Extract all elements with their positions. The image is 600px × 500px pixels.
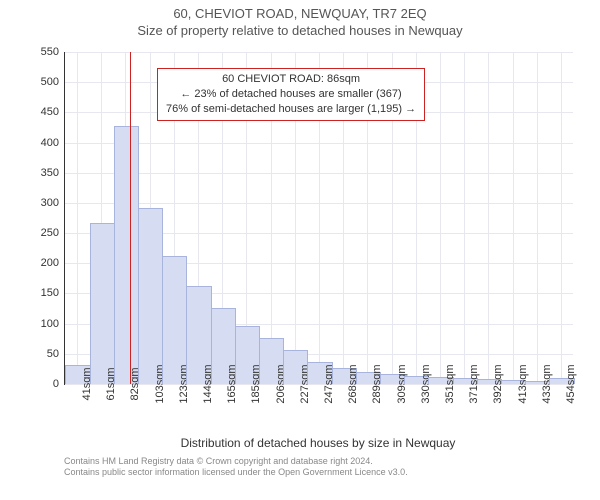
callout-line: ← 23% of detached houses are smaller (36… [166, 87, 416, 102]
histogram-bar [114, 126, 139, 384]
x-tick: 392sqm [488, 364, 504, 403]
gridline-v [513, 52, 514, 384]
x-tick: 330sqm [416, 364, 432, 403]
y-tick: 50 [47, 348, 65, 360]
x-tick: 309sqm [392, 364, 408, 403]
marker-line [130, 52, 131, 384]
y-tick: 400 [41, 137, 65, 149]
y-tick: 500 [41, 76, 65, 88]
header-block: 60, CHEVIOT ROAD, NEWQUAY, TR7 2EQ Size … [0, 0, 600, 40]
histogram-bar [138, 208, 163, 384]
figure-container: 60, CHEVIOT ROAD, NEWQUAY, TR7 2EQ Size … [0, 0, 600, 500]
gridline-v [561, 52, 562, 384]
x-tick: 433sqm [537, 364, 553, 403]
x-tick: 289sqm [367, 364, 383, 403]
gridline-v [488, 52, 489, 384]
credits-line2: Contains public sector information licen… [64, 467, 408, 478]
y-tick: 300 [41, 197, 65, 209]
y-tick: 450 [41, 106, 65, 118]
x-tick: 413sqm [513, 364, 529, 403]
callout-line: 76% of semi-detached houses are larger (… [166, 102, 416, 117]
plot-area: 05010015020025030035040045050055041sqm61… [64, 52, 573, 385]
x-tick: 268sqm [343, 364, 359, 403]
title-address: 60, CHEVIOT ROAD, NEWQUAY, TR7 2EQ [0, 6, 600, 23]
y-tick: 250 [41, 227, 65, 239]
gridline-v [440, 52, 441, 384]
x-tick: 454sqm [561, 364, 577, 403]
y-tick: 550 [41, 46, 65, 58]
y-tick: 350 [41, 167, 65, 179]
histogram-bar [90, 223, 115, 384]
gridline-v [77, 52, 78, 384]
y-tick: 150 [41, 287, 65, 299]
credits-line1: Contains HM Land Registry data © Crown c… [64, 456, 408, 467]
y-tick: 0 [53, 378, 65, 390]
y-tick: 200 [41, 257, 65, 269]
title-subtitle: Size of property relative to detached ho… [0, 23, 600, 40]
callout-box: 60 CHEVIOT ROAD: 86sqm← 23% of detached … [157, 68, 425, 121]
gridline-v [464, 52, 465, 384]
callout-line: 60 CHEVIOT ROAD: 86sqm [166, 72, 416, 87]
credits-block: Contains HM Land Registry data © Crown c… [64, 456, 408, 479]
y-tick: 100 [41, 318, 65, 330]
chart-area: 05010015020025030035040045050055041sqm61… [0, 40, 600, 460]
x-tick: 351sqm [440, 364, 456, 403]
x-tick: 371sqm [464, 364, 480, 403]
gridline-v [537, 52, 538, 384]
x-axis-label: Distribution of detached houses by size … [64, 436, 572, 450]
